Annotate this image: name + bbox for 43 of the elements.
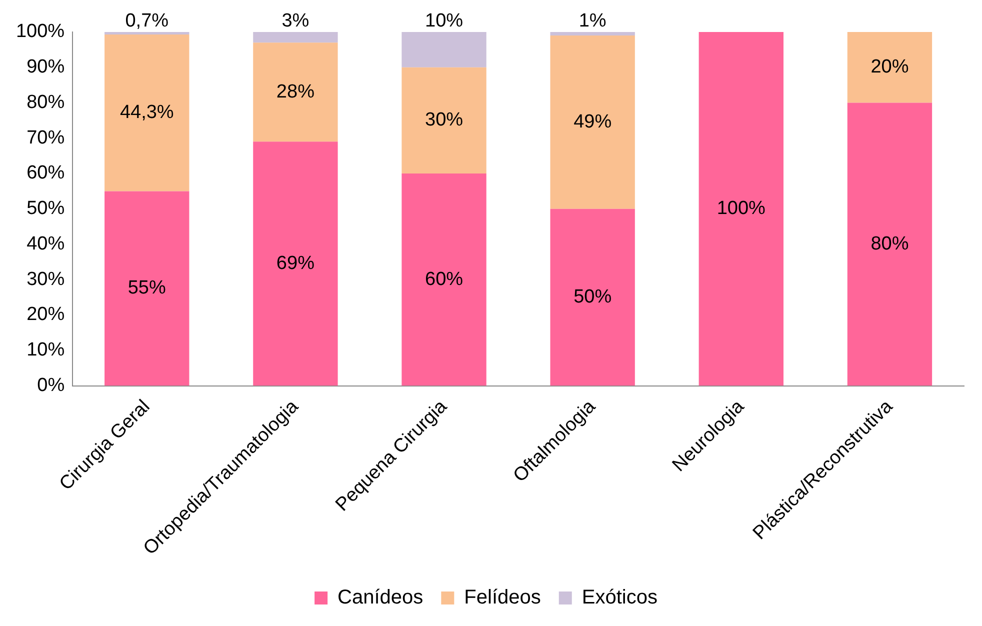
- y-tick-label: 30%: [26, 268, 65, 290]
- data-label: 60%: [425, 268, 464, 290]
- data-label: 100%: [716, 198, 766, 220]
- bar: [104, 34, 190, 192]
- legend-label: Canídeos: [338, 586, 424, 609]
- data-label: 20%: [870, 56, 909, 78]
- y-tick-label: 20%: [26, 304, 65, 326]
- data-label: 80%: [870, 233, 909, 254]
- data-label: 55%: [128, 278, 166, 299]
- y-tick-label: 90%: [26, 56, 65, 78]
- bar: [847, 32, 932, 103]
- data-label: 3%: [282, 10, 310, 32]
- bar: [104, 191, 190, 386]
- y-tick-label: 40%: [26, 233, 65, 254]
- data-label: 10%: [425, 10, 464, 32]
- y-tick-label: 60%: [26, 162, 65, 184]
- data-label: 0,7%: [125, 10, 169, 32]
- data-label: 1%: [578, 10, 606, 32]
- bar: [550, 36, 635, 209]
- bar: [402, 32, 486, 68]
- bar: [253, 42, 338, 142]
- y-tick-label: 50%: [26, 198, 65, 220]
- data-label: 28%: [276, 81, 315, 102]
- data-label: 69%: [276, 252, 315, 274]
- bar: [698, 32, 784, 386]
- bar: [402, 67, 486, 174]
- data-label: 50%: [574, 286, 612, 308]
- y-tick-label: 100%: [16, 21, 65, 42]
- bar: [402, 174, 486, 386]
- data-label: 30%: [425, 110, 464, 131]
- y-tick-label: 0%: [37, 375, 65, 396]
- y-tick-label: 70%: [26, 127, 65, 148]
- bar: [847, 102, 932, 386]
- data-label: 49%: [574, 111, 612, 132]
- data-label: 44,3%: [120, 102, 174, 124]
- bar: [253, 142, 338, 386]
- bar: [550, 208, 635, 386]
- y-tick-label: 10%: [26, 340, 65, 361]
- y-tick-label: 80%: [26, 92, 65, 113]
- legend-label: Felídeos: [464, 586, 541, 609]
- legend-label: Exóticos: [582, 586, 658, 609]
- bar: [550, 32, 635, 36]
- bar: [253, 32, 338, 43]
